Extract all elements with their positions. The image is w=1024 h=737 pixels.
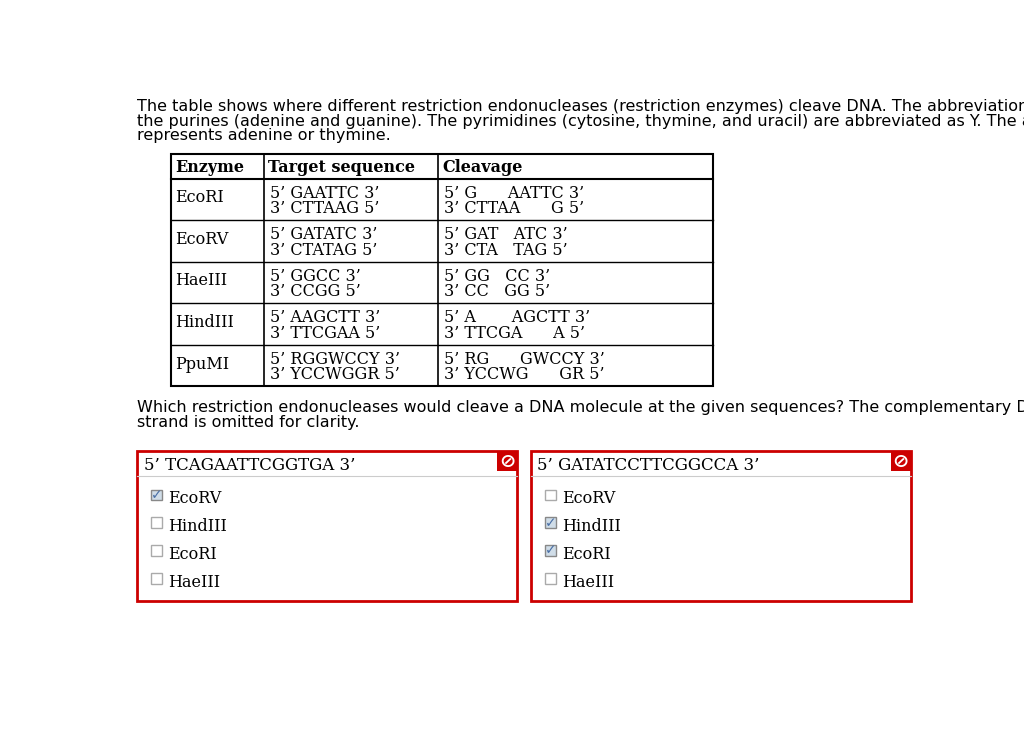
Text: ⊘: ⊘	[499, 452, 515, 471]
Text: 5’ GG   CC 3’: 5’ GG CC 3’	[444, 268, 550, 284]
Bar	[545, 573, 556, 584]
Text: represents adenine or thymine.: represents adenine or thymine.	[137, 128, 391, 144]
Bar	[531, 451, 910, 601]
Text: 5’ GGCC 3’: 5’ GGCC 3’	[270, 268, 360, 284]
Bar	[545, 517, 556, 528]
Text: The table shows where different restriction endonucleases (restriction enzymes) : The table shows where different restrict…	[137, 99, 1024, 114]
Text: ⊘: ⊘	[893, 452, 909, 471]
Text: 5’ GATATCCTTCGGCCA 3’: 5’ GATATCCTTCGGCCA 3’	[538, 456, 760, 473]
Text: ✓: ✓	[545, 543, 556, 557]
Text: 5’ AAGCTT 3’: 5’ AAGCTT 3’	[270, 310, 380, 326]
Text: EcoRV: EcoRV	[562, 490, 615, 507]
Text: PpuMI: PpuMI	[175, 356, 229, 373]
Bar	[545, 545, 556, 556]
Text: 5’ GAT   ATC 3’: 5’ GAT ATC 3’	[444, 226, 568, 243]
Bar	[137, 451, 517, 601]
Text: 3’ CC   GG 5’: 3’ CC GG 5’	[444, 283, 550, 300]
Text: HaeIII: HaeIII	[175, 273, 227, 290]
Text: 3’ CTA   TAG 5’: 3’ CTA TAG 5’	[444, 242, 568, 259]
Text: 3’ TTCGAA 5’: 3’ TTCGAA 5’	[270, 325, 380, 342]
Text: EcoRI: EcoRI	[562, 546, 610, 563]
Text: HaeIII: HaeIII	[168, 573, 220, 590]
Text: the purines (adenine and guanine). The pyrimidines (cytosine, thymine, and uraci: the purines (adenine and guanine). The p…	[137, 113, 1024, 129]
Text: 3’ TTCGA      A 5’: 3’ TTCGA A 5’	[444, 325, 585, 342]
Bar	[152, 545, 162, 556]
Text: Target sequence: Target sequence	[268, 159, 416, 176]
Text: 3’ CCGG 5’: 3’ CCGG 5’	[270, 283, 360, 300]
Text: Cleavage: Cleavage	[442, 159, 523, 176]
Text: Enzyme: Enzyme	[175, 159, 245, 176]
Text: EcoRI: EcoRI	[175, 189, 224, 206]
Text: 3’ CTTAAG 5’: 3’ CTTAAG 5’	[270, 200, 379, 217]
Text: HindIII: HindIII	[562, 518, 621, 535]
Bar	[497, 451, 517, 471]
Text: 5’ A       AGCTT 3’: 5’ A AGCTT 3’	[444, 310, 590, 326]
Text: 5’ GAATTC 3’: 5’ GAATTC 3’	[270, 185, 379, 202]
Text: HindIII: HindIII	[168, 518, 227, 535]
Text: 5’ RG      GWCCY 3’: 5’ RG GWCCY 3’	[444, 351, 605, 368]
Text: 5’ TCAGAATTCGGTGA 3’: 5’ TCAGAATTCGGTGA 3’	[143, 456, 355, 473]
Text: ✓: ✓	[545, 516, 556, 530]
Text: HindIII: HindIII	[175, 314, 234, 331]
Text: 5’ G      AATTC 3’: 5’ G AATTC 3’	[444, 185, 585, 202]
Text: 3’ CTTAA      G 5’: 3’ CTTAA G 5’	[444, 200, 585, 217]
Text: EcoRV: EcoRV	[175, 231, 228, 248]
Text: EcoRI: EcoRI	[168, 546, 217, 563]
Bar	[152, 489, 162, 500]
Text: 5’ RGGWCCY 3’: 5’ RGGWCCY 3’	[270, 351, 399, 368]
Text: 3’ CTATAG 5’: 3’ CTATAG 5’	[270, 242, 377, 259]
Bar	[891, 451, 910, 471]
Bar	[152, 573, 162, 584]
Text: HaeIII: HaeIII	[562, 573, 614, 590]
Bar	[171, 154, 713, 386]
Bar	[152, 517, 162, 528]
Text: ✓: ✓	[151, 488, 163, 502]
Text: 5’ GATATC 3’: 5’ GATATC 3’	[270, 226, 377, 243]
Text: 3’ YCCWG      GR 5’: 3’ YCCWG GR 5’	[444, 366, 605, 383]
Text: EcoRV: EcoRV	[168, 490, 221, 507]
Text: Which restriction endonucleases would cleave a DNA molecule at the given sequenc: Which restriction endonucleases would cl…	[137, 400, 1024, 415]
Bar	[545, 489, 556, 500]
Text: 3’ YCCWGGR 5’: 3’ YCCWGGR 5’	[270, 366, 399, 383]
Text: strand is omitted for clarity.: strand is omitted for clarity.	[137, 415, 359, 430]
